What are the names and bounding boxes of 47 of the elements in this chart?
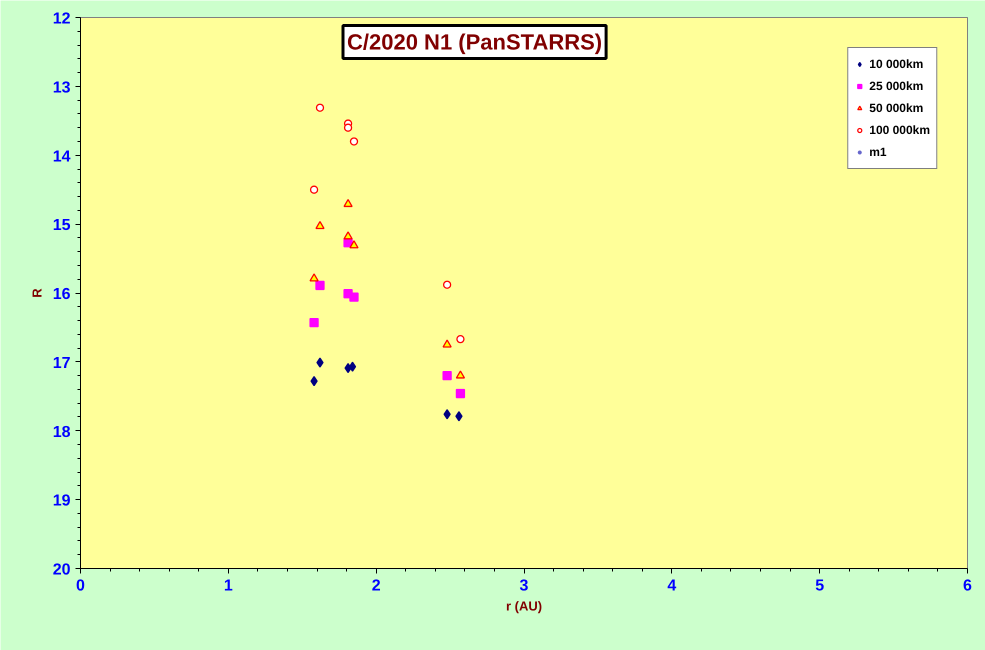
y-tick-label: 20	[52, 562, 71, 578]
x-tick-label: 2	[372, 578, 381, 594]
point	[456, 370, 466, 379]
point	[348, 362, 356, 372]
y-tick-label: 15	[52, 217, 71, 234]
x-tick-label: 4	[667, 578, 676, 594]
x-tick-label: 1	[224, 578, 233, 594]
point	[455, 411, 463, 422]
point	[315, 220, 325, 230]
y-tick-label: 18	[52, 424, 71, 441]
point	[316, 104, 324, 112]
point	[344, 124, 352, 132]
point	[442, 280, 452, 289]
y-tick-label: 17	[52, 354, 71, 372]
point	[350, 137, 358, 146]
y-tick-label: 14	[52, 148, 71, 166]
text: C/2020 N1 (PanSTARRS)	[347, 30, 602, 54]
point	[349, 292, 359, 302]
point	[442, 339, 452, 348]
point	[456, 335, 465, 344]
point	[442, 371, 452, 380]
x-tick-label: 3	[520, 578, 529, 594]
point	[315, 280, 325, 290]
y-tick-label: 19	[52, 492, 71, 510]
legend-label: 10 000km	[869, 57, 924, 71]
point	[443, 409, 451, 420]
x-axis-title: r (AU)	[506, 598, 542, 614]
point	[349, 240, 359, 248]
legend-label: m1	[869, 145, 888, 159]
point	[343, 231, 353, 240]
legend-label: 100 000km	[869, 123, 930, 137]
point	[343, 198, 353, 208]
y-axis-title: R	[30, 288, 45, 298]
point	[316, 357, 324, 368]
point	[310, 376, 318, 386]
x-tick-label: 0	[76, 578, 86, 594]
y-tick-label: 12	[52, 10, 71, 28]
y-tick-label: 13	[52, 79, 71, 96]
point	[310, 186, 318, 194]
legend-label: 25 000km	[869, 79, 924, 93]
point	[309, 318, 319, 328]
point	[309, 273, 319, 282]
x-tick-label: 6	[963, 578, 972, 594]
legend-label: 50 000km	[869, 101, 924, 115]
x-tick-label: 5	[815, 578, 824, 594]
y-tick-label: 16	[52, 286, 71, 303]
point	[456, 388, 466, 398]
